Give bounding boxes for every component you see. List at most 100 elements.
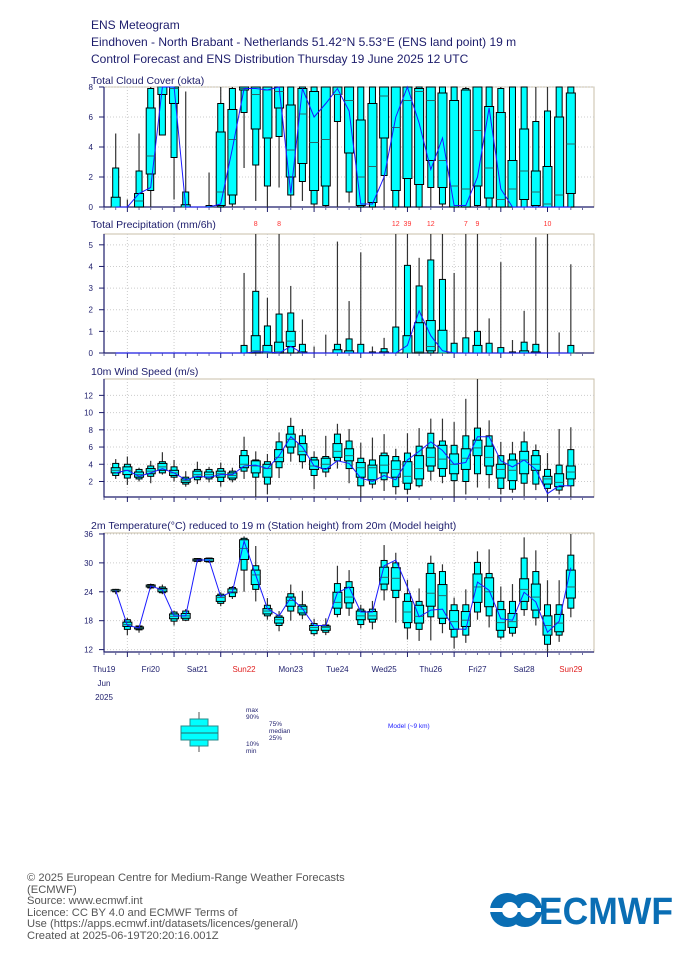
cloud-cover-box [425,86,436,207]
box-p10-p90 [485,342,493,354]
y-tick-label: 36 [84,530,93,539]
box-p25-p75 [145,107,156,175]
temperature-box [402,579,413,640]
month-label: Jun [98,679,111,688]
max-overflow-label: 39 [404,221,412,228]
location-line: Eindhoven - North Brabant - Netherlands … [91,35,517,49]
temperature-box [332,565,343,618]
box-p25-p75 [379,455,390,474]
temperature-box [530,550,541,626]
precipitation-box [379,337,390,354]
legend-model-label: Model (~9 km) [388,723,430,730]
wind-speed-box [180,471,191,487]
box-p25-p75 [484,445,495,467]
box-p25-p75 [367,103,378,203]
box-p25-p75 [472,86,483,187]
footer-line: Licence: CC BY 4.0 and ECMWF Terms of [27,906,238,919]
wind-speed-box [134,467,145,482]
box-p25-p75 [542,475,553,485]
footer-line: Use (https://apps.ecmwf.int/datasets/lic… [27,918,299,931]
forecast-subtitle: Control Forecast and ENS Distribution Th… [91,52,469,66]
box-p25-p75 [379,566,390,585]
temperature-box [390,552,401,623]
temperature-box [379,545,390,601]
max-overflow-label: 7 [464,221,468,228]
box-p25-p75 [134,193,145,208]
box-p25-p75 [495,463,506,479]
wind-speed-box [145,460,156,484]
cloud-cover-box [530,87,541,208]
wind-speed-box [250,451,261,497]
meteogram-title: ENS Meteogram [91,18,180,32]
box-p25-p75 [472,344,483,354]
footer-credits: © 2025 European Centre for Medium-Range … [27,872,345,943]
wind-speed-box [204,466,215,483]
box-p10-p90 [450,342,458,354]
box-p25-p75 [390,567,401,591]
precipitation-box: 10 [544,221,551,353]
box-p25-p75 [449,610,460,630]
wind-speed-box [239,436,250,479]
wind-speed-box [309,451,320,490]
ecmwf-logo: ECMWF [489,891,675,933]
box-p10-p90 [567,344,575,354]
cloud-cover-box [565,86,576,208]
wind-speed-box [390,448,401,495]
cloud-cover-box [379,86,390,207]
y-tick-label: 30 [84,559,93,568]
temperature-control-line [115,539,572,634]
cloud-cover-title: Total Cloud Cover (okta) [91,75,204,87]
precipitation-box: 9 [472,221,483,354]
wind-speed-box [297,428,308,469]
box-p25-p75 [530,170,541,206]
legend-p75-label: 75% [269,721,282,728]
box-p25-p75 [414,88,425,185]
box-p25-p75 [250,569,261,586]
box-p25-p75 [565,92,576,194]
cloud-cover-box [460,87,471,208]
max-overflow-label: 9 [476,221,480,228]
y-tick-label: 2 [89,173,94,182]
precipitation-box: 12 [391,221,401,354]
max-overflow-label: 8 [277,221,281,228]
wind-speed-box [484,420,495,489]
box-p25-p75 [285,104,296,178]
box-p25-p75 [250,86,261,130]
box-p25-p75 [355,462,366,478]
precipitation-box [449,272,459,354]
legend-median-label: median [269,728,291,735]
cloud-cover-box [250,86,261,201]
wind-speed-box [449,422,460,497]
box-p10-p90 [357,343,365,354]
legend-p25-label: 25% [269,735,282,742]
cloud-cover-box [484,86,495,208]
cloud-cover-box [274,86,285,188]
temperature-box [355,604,366,629]
temperature-box [495,586,506,640]
temperature-box [320,618,331,636]
wind-speed-panel: 10m Wind Speed (m/s) 2 4 6 8 10 12 [84,366,595,502]
box-p25-p75 [437,329,448,354]
precipitation-box: 7 [461,221,471,354]
box-p25-p75 [110,196,121,208]
box-p25-p75 [332,443,343,458]
y-tick-label: 2 [89,306,94,315]
cloud-cover-box [332,86,343,207]
y-tick-label: 4 [89,460,94,469]
day-label: Thu26 [419,665,442,674]
legend-min-label: min [246,748,257,755]
box-p25-p75 [565,569,576,599]
box-p25-p75 [297,88,308,164]
cloud-cover-box [134,133,145,208]
footer-line: Source: www.ecmwf.int [27,895,143,908]
box-p25-p75 [554,116,565,208]
cloud-cover-box [507,86,518,208]
year-label: 2025 [95,693,113,702]
max-overflow-label: 8 [254,221,258,228]
box-p25-p75 [355,119,366,206]
y-tick-label: 10 [84,409,93,418]
y-tick-label: 8 [89,83,94,92]
box-p25-p75 [425,86,436,161]
y-tick-label: 8 [89,426,94,435]
wind-speed-box [367,437,378,489]
